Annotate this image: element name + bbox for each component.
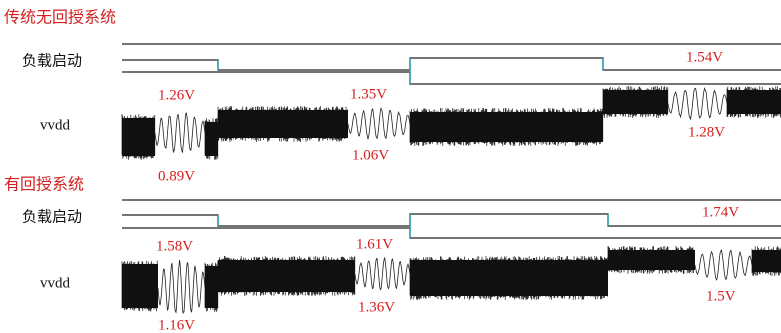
waveform-figure: 传统无回授系统 负载启动 vvdd 1.26V 0.89V 1.35V 1.06… — [0, 0, 781, 333]
panel-title: 有回授系统 — [4, 176, 84, 194]
ringing — [158, 260, 205, 313]
signal-label: vvdd — [40, 117, 71, 133]
load-trace — [122, 72, 781, 84]
annotation: 1.58V — [156, 238, 193, 254]
ringing — [695, 250, 752, 280]
noise — [122, 261, 157, 312]
load-trace — [122, 58, 781, 70]
load-trace — [122, 228, 781, 238]
load-trace — [122, 214, 781, 226]
load-label: 负载启动 — [22, 52, 82, 69]
annotation: 1.5V — [706, 288, 736, 304]
annotation: 1.36V — [358, 299, 395, 315]
noise — [205, 118, 218, 160]
annotation: 1.26V — [158, 87, 195, 103]
annotation: 1.54V — [686, 49, 723, 65]
signal-label: vvdd — [40, 275, 71, 291]
ringing — [355, 258, 410, 290]
load-label: 负载启动 — [22, 208, 82, 225]
ringing — [668, 88, 727, 119]
annotation: 1.61V — [356, 236, 393, 252]
annotation: 0.89V — [158, 168, 195, 184]
panel-title: 传统无回授系统 — [4, 9, 116, 27]
ringing — [348, 108, 410, 138]
ringing — [155, 113, 205, 153]
annotation: 1.35V — [350, 86, 387, 102]
annotation: 1.74V — [702, 204, 739, 220]
annotation: 1.06V — [352, 147, 389, 163]
noise — [205, 262, 218, 312]
annotation: 1.28V — [688, 124, 725, 140]
annotation: 1.16V — [158, 317, 195, 333]
